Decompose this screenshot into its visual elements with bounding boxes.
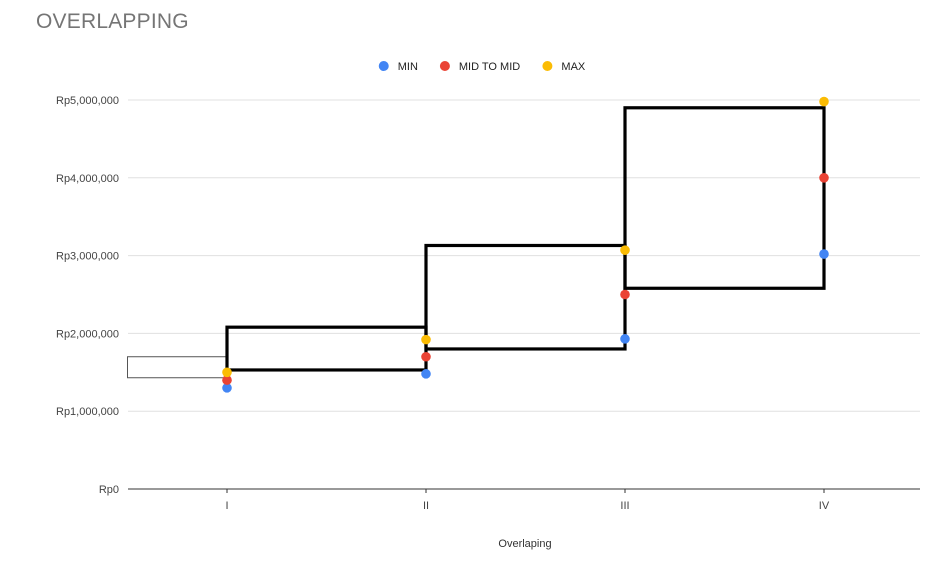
gridlines: [128, 99, 920, 490]
data-point-min: [421, 369, 431, 379]
x-tick-label: II: [423, 500, 429, 512]
x-axis-title: Overlaping: [498, 538, 551, 550]
chart-title: OVERLAPPING: [36, 10, 189, 33]
y-tick-label: Rp5,000,000: [56, 95, 119, 107]
y-tick-label: Rp3,000,000: [56, 251, 119, 263]
legend-marker: [542, 61, 553, 71]
data-point-mid-to-mid: [421, 351, 431, 362]
data-point-mid-to-mid: [620, 289, 630, 300]
data-point-mid-to-mid: [819, 173, 829, 183]
y-tick-label: Rp0: [99, 484, 119, 496]
data-points: [222, 96, 829, 393]
data-point-mid-to-mid: [222, 375, 232, 385]
legend-label: MIN: [398, 61, 418, 73]
data-point-min: [222, 383, 232, 393]
x-tick-label: I: [225, 500, 228, 512]
legend-marker: [439, 61, 450, 71]
legend-label: MID TO MID: [459, 61, 520, 73]
data-point-min: [620, 334, 630, 344]
data-point-min: [819, 249, 829, 259]
y-tick-label: Rp2,000,000: [56, 328, 119, 340]
y-tick-label: Rp4,000,000: [56, 173, 119, 185]
x-axis: I II III IV: [225, 489, 830, 512]
overlap-boxes: [127, 106, 826, 379]
data-point-max: [819, 96, 829, 107]
overlap-box: [623, 106, 826, 290]
y-axis: Rp0 Rp1,000,000 Rp2,000,000 Rp3,000,000 Rp4,…: [56, 95, 119, 496]
legend-label: MAX: [561, 61, 586, 73]
legend: MIN MID TO MID MAX: [378, 61, 586, 73]
data-point-max: [620, 245, 630, 255]
x-tick-label: IV: [819, 500, 830, 512]
x-tick-label: III: [620, 500, 629, 512]
overlap-box: [127, 356, 228, 379]
y-tick-label: Rp1,000,000: [56, 406, 119, 418]
data-point-max: [222, 367, 232, 378]
data-point-max: [421, 334, 431, 345]
legend-marker: [378, 61, 389, 71]
